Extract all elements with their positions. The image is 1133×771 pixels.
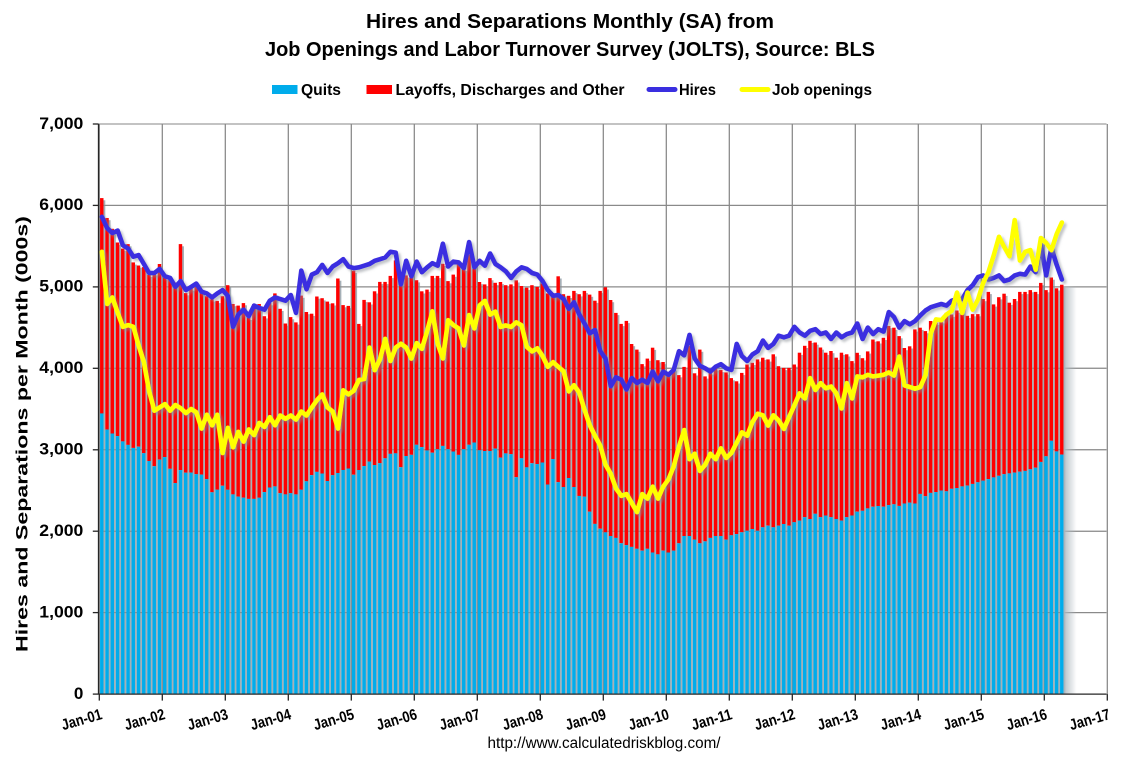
svg-text:7,000: 7,000 (39, 114, 83, 133)
svg-text:4,000: 4,000 (39, 358, 83, 377)
svg-text:Hires and Separations Monthly: Hires and Separations Monthly (SA) from (366, 10, 774, 33)
svg-text:http://www.calculatedriskblog.: http://www.calculatedriskblog.com/ (488, 735, 722, 752)
svg-text:0: 0 (74, 684, 83, 703)
svg-text:Hires and Separations per Mont: Hires and Separations per Month (000s) (12, 216, 31, 652)
svg-text:Job Openings and Labor Turnove: Job Openings and Labor Turnover Survey (… (265, 38, 875, 61)
svg-text:1,000: 1,000 (39, 602, 83, 621)
svg-text:Hires: Hires (679, 82, 716, 99)
svg-text:6,000: 6,000 (39, 195, 83, 214)
svg-text:5,000: 5,000 (39, 277, 83, 296)
svg-text:Layoffs, Discharges and Other: Layoffs, Discharges and Other (396, 82, 625, 99)
svg-text:3,000: 3,000 (39, 440, 83, 459)
svg-text:2,000: 2,000 (39, 521, 83, 540)
svg-text:Quits: Quits (301, 82, 341, 99)
svg-text:Job openings: Job openings (772, 82, 872, 99)
